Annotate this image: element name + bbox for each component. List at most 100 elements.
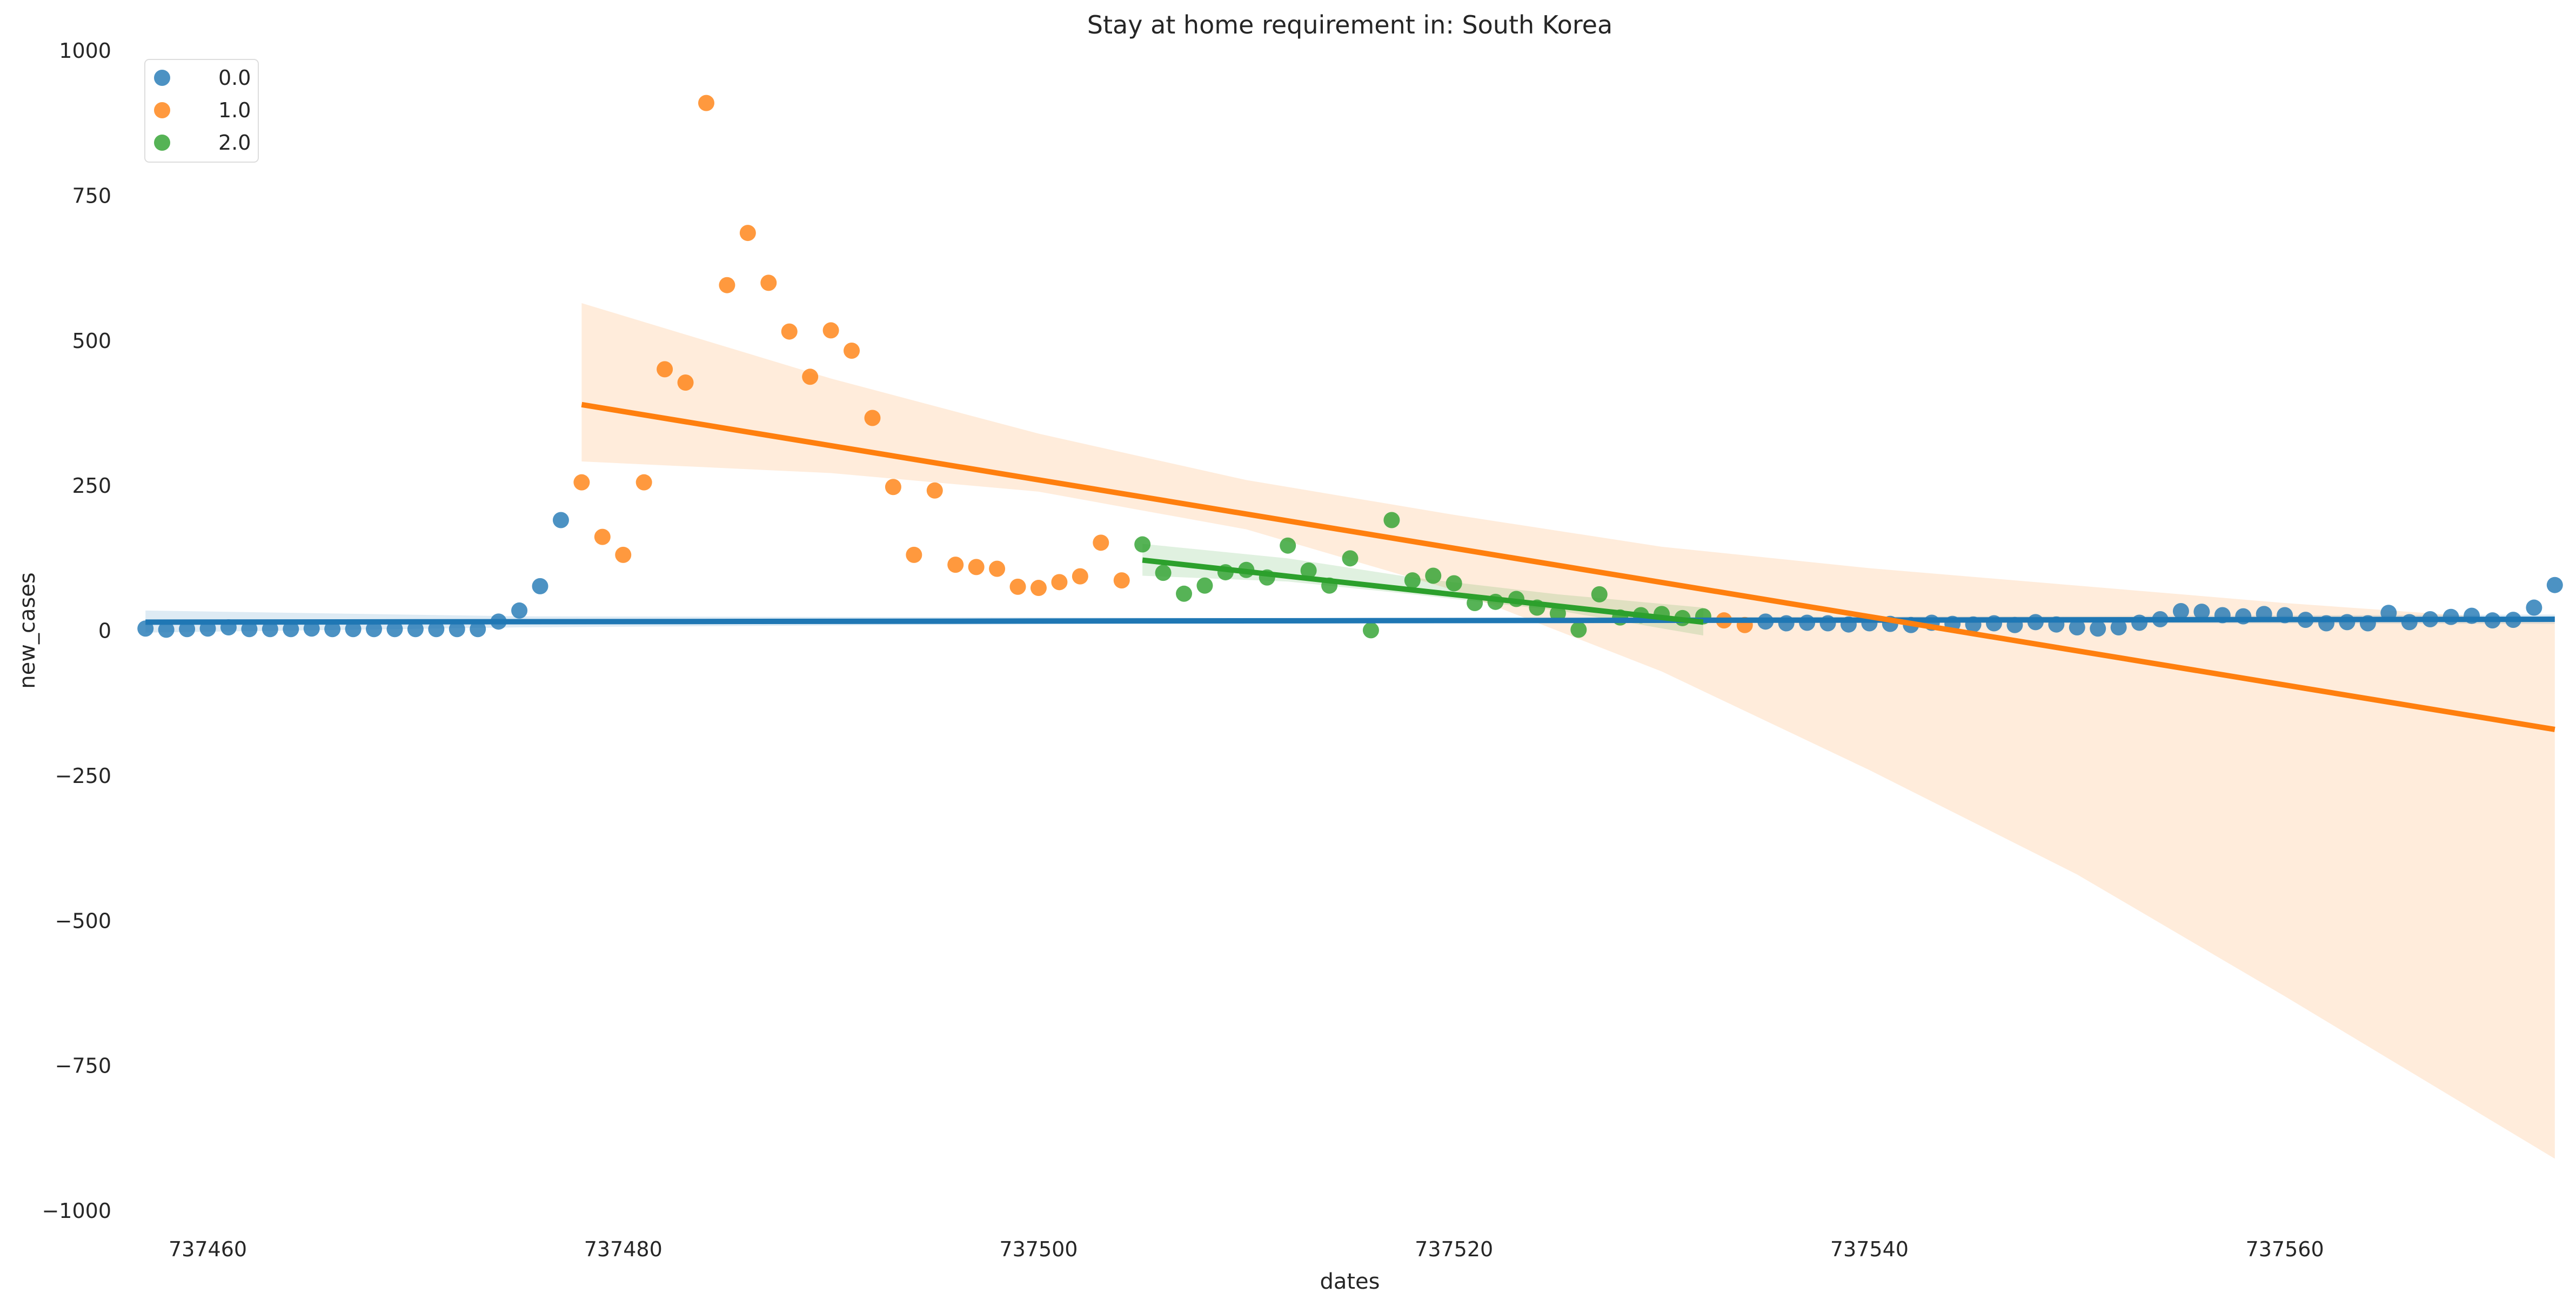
data-point xyxy=(345,621,362,638)
data-point xyxy=(1446,575,1462,592)
data-point xyxy=(635,474,652,491)
y-tick-labels: 1000 750 500 250 0 −250 −500 −750 −1000 xyxy=(42,39,111,1223)
data-point xyxy=(2172,603,2189,620)
data-point xyxy=(1051,574,1068,591)
data-point xyxy=(1196,577,1213,594)
legend-marker xyxy=(154,102,170,118)
data-point xyxy=(2193,604,2210,620)
data-point xyxy=(844,342,860,359)
data-point xyxy=(802,369,819,385)
data-point xyxy=(594,528,611,545)
data-point xyxy=(1425,567,1442,584)
data-point xyxy=(1300,562,1317,579)
data-point xyxy=(2110,619,2127,636)
legend-label: 1.0 xyxy=(218,98,251,122)
x-tick-label: 737460 xyxy=(169,1237,247,1261)
data-point xyxy=(947,557,964,573)
data-point xyxy=(573,474,590,491)
y-tick-label: 0 xyxy=(98,619,111,643)
data-point xyxy=(1176,585,1193,602)
data-point xyxy=(241,621,258,638)
data-point xyxy=(449,621,465,638)
data-point xyxy=(1570,621,1587,638)
data-point xyxy=(2090,620,2106,637)
data-point xyxy=(386,621,403,638)
plot-background xyxy=(135,51,2565,1211)
y-tick-label: −750 xyxy=(55,1054,111,1078)
data-point xyxy=(283,621,299,638)
regression-line xyxy=(581,401,2555,732)
y-tick-label: −500 xyxy=(55,909,111,933)
data-point xyxy=(989,560,1006,577)
legend: 0.0 1.0 2.0 xyxy=(144,59,259,163)
data-point xyxy=(719,277,735,293)
x-tick-label: 737520 xyxy=(1415,1237,1493,1261)
data-point xyxy=(1362,622,1379,639)
data-point xyxy=(698,95,714,111)
data-point xyxy=(1591,586,1608,602)
legend-marker xyxy=(154,70,170,86)
data-point xyxy=(532,578,548,594)
data-point xyxy=(1280,537,1296,554)
data-point xyxy=(1549,605,1566,622)
regression-line xyxy=(1142,557,1704,625)
data-point xyxy=(1155,565,1172,581)
y-tick-label: 750 xyxy=(72,184,111,207)
data-point xyxy=(2546,577,2563,593)
data-point xyxy=(179,621,196,638)
data-point xyxy=(615,546,632,563)
data-point xyxy=(657,361,673,378)
data-point xyxy=(1113,572,1130,589)
chart-title: Stay at home requirement in: South Korea xyxy=(1087,10,1612,39)
data-point xyxy=(1134,536,1151,553)
regression-lines xyxy=(145,401,2555,732)
confidence-band xyxy=(581,303,2555,1159)
x-tick-label: 737540 xyxy=(1830,1237,1909,1261)
data-point xyxy=(926,482,943,499)
x-tick-label: 737560 xyxy=(2246,1237,2324,1261)
legend-marker xyxy=(154,135,170,151)
data-point xyxy=(1030,580,1047,597)
y-tick-label: −250 xyxy=(55,764,111,788)
data-point xyxy=(511,602,528,619)
y-axis-label: new_cases xyxy=(15,572,40,688)
data-point xyxy=(262,621,278,638)
x-tick-labels: 737460 737480 737500 737520 737540 737560 xyxy=(169,1237,2324,1261)
legend-label: 0.0 xyxy=(218,66,251,90)
data-point xyxy=(1009,578,1026,595)
y-tick-label: 1000 xyxy=(59,39,111,63)
x-tick-label: 737480 xyxy=(584,1237,663,1261)
y-tick-label: −1000 xyxy=(42,1199,111,1223)
x-axis-label: dates xyxy=(1320,1269,1380,1294)
data-point xyxy=(470,621,486,638)
data-point xyxy=(885,479,901,495)
data-point xyxy=(822,322,839,339)
data-point xyxy=(2069,619,2085,636)
data-point xyxy=(324,621,341,638)
legend-box xyxy=(144,59,259,163)
data-point xyxy=(552,512,569,528)
data-point xyxy=(2401,614,2418,631)
data-point xyxy=(428,621,445,638)
data-point xyxy=(760,274,777,291)
data-point xyxy=(1072,568,1088,585)
data-point xyxy=(864,410,881,426)
data-point xyxy=(407,621,424,638)
data-point xyxy=(968,559,985,575)
y-tick-label: 250 xyxy=(72,474,111,498)
y-tick-label: 500 xyxy=(72,329,111,353)
data-point xyxy=(2526,599,2542,616)
regression-line xyxy=(145,617,2555,625)
data-point xyxy=(1383,512,1400,528)
data-point xyxy=(1342,550,1359,567)
legend-label: 2.0 xyxy=(218,131,251,155)
data-point xyxy=(781,323,798,340)
data-point xyxy=(158,621,175,638)
data-point xyxy=(739,225,756,242)
data-point xyxy=(1093,534,1109,551)
data-point xyxy=(1404,572,1421,589)
data-point xyxy=(366,621,383,638)
data-point xyxy=(906,546,922,563)
x-tick-label: 737500 xyxy=(999,1237,1078,1261)
